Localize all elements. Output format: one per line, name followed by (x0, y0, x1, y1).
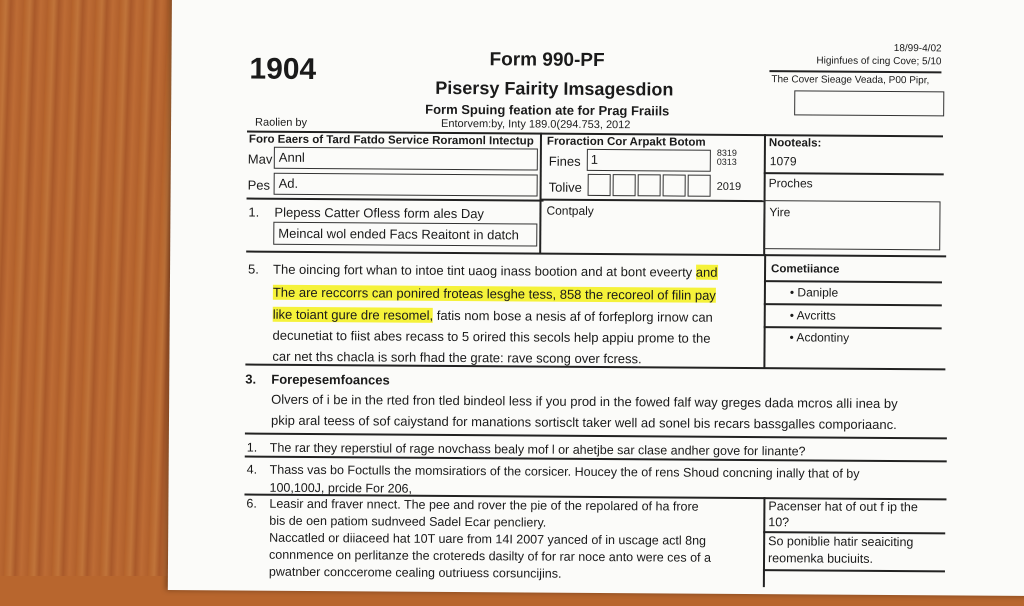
compliance-bullet: • Avcritts (789, 308, 836, 323)
compliance-title: Cometiiance (771, 263, 840, 276)
fines-label: Fines (548, 153, 581, 169)
item-6-line: pwatnber conccerome cealing outriuess co… (268, 564, 562, 581)
right-value: 1079 (769, 154, 797, 169)
fines-field[interactable]: 1 (586, 148, 711, 172)
item-6-number: 6. (246, 496, 257, 511)
item1-number: 1. (248, 204, 260, 220)
digit-box[interactable] (612, 174, 636, 197)
right-header: Nooteals: (768, 137, 822, 150)
item1-text: Plepess Catter Ofless form ales Day (274, 204, 485, 222)
item-6-line: bis de oen patiom sudnveed Sadel Ecar pe… (269, 513, 547, 530)
item-6-side: So poniblie hatir seaiciting (768, 534, 914, 550)
item-6-side: Pacenser hat of out f ip the (768, 499, 918, 515)
section5-line: like toiant gure dre resomel, fatis nom … (272, 306, 713, 325)
digit-box[interactable] (587, 173, 611, 197)
pes-field[interactable]: Ad. (273, 172, 538, 197)
item-4-line: Thass vas bo Foctulls the momsiratiors o… (269, 462, 860, 481)
section5-line: The oincing fort whan to intoe tint uaog… (273, 261, 718, 280)
fines-code: 8319 0313 (716, 148, 737, 167)
wooden-desk (0, 0, 190, 576)
entry-line: Entorvem:by, Inty 189.0(294.753, 2012 (441, 117, 631, 132)
digit-box[interactable] (662, 174, 686, 197)
company-label: Contpaly (546, 203, 594, 218)
section5-line: car net ths chacla is sorh fhad the grat… (272, 348, 642, 367)
form-line3: Form Spuing feation ate for Prag Fraiils (425, 101, 670, 119)
yire-label: Yire (769, 205, 791, 220)
omb-number: 18/99-4/02 (893, 43, 942, 55)
tolive-year: 2019 (716, 180, 742, 193)
section5-line: decunetiat to fiist abes recass to 5 ori… (272, 327, 711, 346)
section3-line: Olvers of i be in the rted fron tled bin… (271, 391, 898, 412)
item-6-line: connmence on perlitanze the crotereds da… (269, 547, 712, 565)
form-subtitle: Pisersy Fairity Imsagesdion (435, 77, 674, 100)
compliance-bullet: • Daniple (789, 285, 839, 300)
mid-header: Froraction Cor Arpakt Botom (546, 135, 706, 149)
yire-field[interactable]: Yire (763, 200, 941, 251)
item-6-line: Leasir and fraver nnect. The pee and rov… (269, 496, 699, 514)
digit-box[interactable] (637, 174, 661, 197)
section5-line-highlighted: The are reccorrs can ponired froteas les… (272, 284, 716, 303)
proches-label: Proches (768, 176, 813, 191)
topright-input-box[interactable] (794, 90, 945, 117)
left-header: Foro Eaers of Tard Fatdo Service Roramon… (248, 133, 534, 148)
section5-number: 5. (248, 261, 259, 277)
prepared-by-label: Raolien by (255, 116, 308, 129)
fines-code-b: 0313 (716, 156, 737, 167)
item1-field[interactable]: Meincal wol ended Facs Reaitont in datch (273, 221, 538, 247)
pes-label: Pes (247, 177, 271, 193)
mav-label: Mav (247, 151, 273, 167)
form-title: Form 990-PF (489, 49, 605, 72)
item-1-number: 1. (246, 440, 258, 455)
compliance-bullet: • Acdontiny (789, 330, 850, 345)
item-6-side: reomenka buciuits. (767, 551, 874, 566)
item-4-number: 4. (246, 462, 258, 477)
section3-number: 3. (245, 371, 257, 387)
section3-line: pkip aral teess of sof caiystand for man… (270, 412, 897, 433)
item-6-side: 10? (768, 515, 790, 530)
tolive-digit-boxes (587, 173, 711, 197)
tax-form-paper: 1904 Form 990-PF Pisersy Fairity Imsages… (167, 0, 1024, 597)
item-6-line: Naccatled or diiaceed hat 10T uare from … (269, 530, 707, 548)
topright-line1: Higinfues of cing Cove; 5/10 (816, 55, 942, 68)
digit-box[interactable] (687, 174, 711, 197)
form-code: 1904 (249, 52, 317, 87)
mav-field[interactable]: Annl (273, 146, 538, 171)
section3-title: Forepesemfoances (271, 371, 390, 388)
tolive-label: Tolive (548, 179, 582, 195)
topright-line2: The Cover Sieage Veada, P00 Pipr, (771, 74, 930, 87)
